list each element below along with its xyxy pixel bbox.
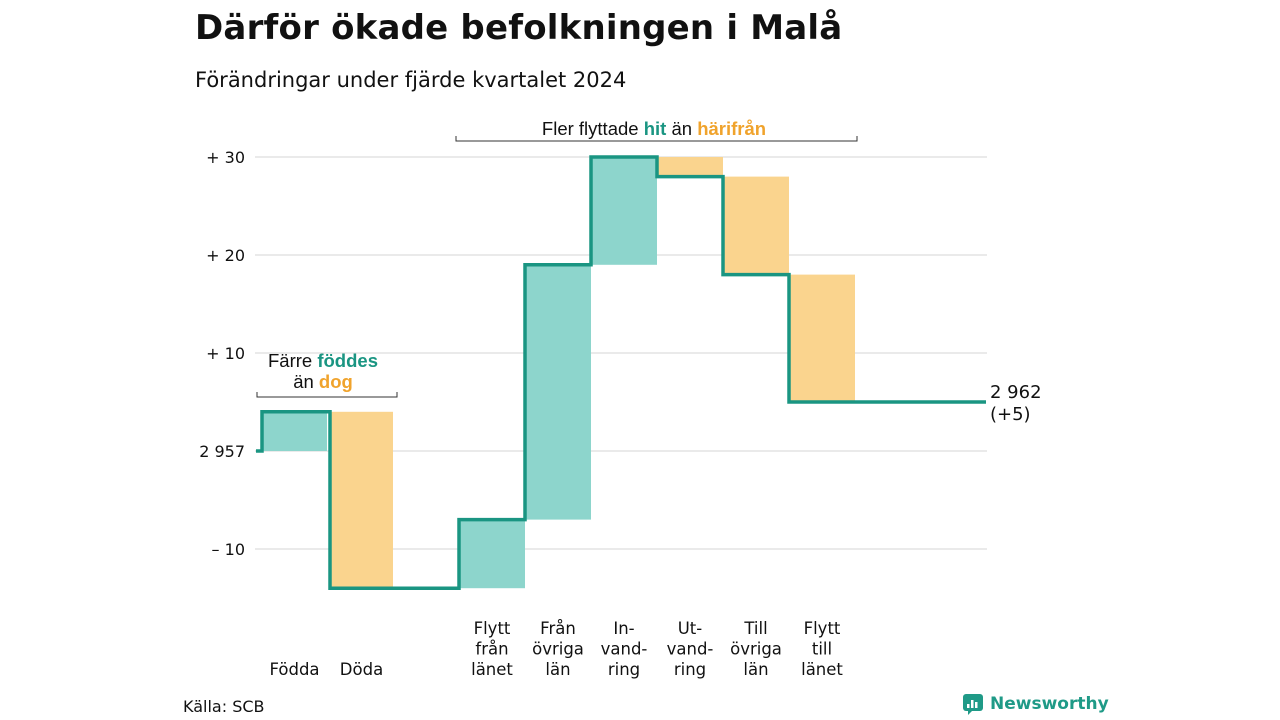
category-label: ring <box>608 660 640 679</box>
y-tick-label: + 30 <box>206 148 245 167</box>
category-label: Ut- <box>678 619 703 638</box>
category-label: länet <box>801 660 843 679</box>
category-label: vand- <box>601 640 648 659</box>
category-label: övriga <box>532 640 584 659</box>
y-tick-label: + 20 <box>206 246 245 265</box>
final-value-label: (+5) <box>990 404 1031 425</box>
category-label: vand- <box>667 640 714 659</box>
category-label: Från <box>540 619 576 638</box>
category-label: Flytt <box>804 619 841 638</box>
category-label: från <box>475 640 508 659</box>
annotation-birth-line1: Färre föddes <box>268 350 378 371</box>
waterfall-bar <box>657 157 723 177</box>
annotation-birth-line2: än dog <box>293 371 353 392</box>
chart-title: Därför ökade befolkningen i Malå <box>195 8 843 48</box>
chart-subtitle: Förändringar under fjärde kvartalet 2024 <box>195 68 627 92</box>
category-label: Till <box>743 619 767 638</box>
newsworthy-logo-icon <box>963 694 983 715</box>
category-label: Flytt <box>474 619 511 638</box>
category-label: ring <box>674 660 706 679</box>
category-label: till <box>812 640 832 659</box>
waterfall-bar <box>723 176 789 275</box>
category-label: län <box>545 660 570 679</box>
waterfall-bar <box>789 274 855 402</box>
y-tick-label: 2 957 <box>199 442 245 461</box>
annotation-migration-line1: Fler flyttade hit än härifrån <box>542 118 766 139</box>
brand-name: Newsworthy <box>990 694 1109 714</box>
annotation-migration-bracket <box>455 136 858 142</box>
waterfall-bar <box>525 264 591 520</box>
y-tick-label: – 10 <box>212 540 245 559</box>
category-label: övriga <box>730 640 782 659</box>
category-label: Födda <box>269 660 319 679</box>
source-note: Källa: SCB <box>183 697 265 716</box>
y-tick-label: + 10 <box>206 344 245 363</box>
waterfall-bar <box>262 411 327 451</box>
brand-logo: Newsworthy <box>962 693 1109 715</box>
category-label: Döda <box>340 660 383 679</box>
waterfall-bar <box>591 157 657 265</box>
annotation-birth-bracket <box>256 392 398 398</box>
category-label: länet <box>471 660 513 679</box>
waterfall-bar <box>459 519 525 589</box>
category-label: län <box>743 660 768 679</box>
running-total-line <box>256 155 986 590</box>
waterfall-bar <box>330 411 393 589</box>
category-label: In- <box>613 619 634 638</box>
final-value-label: 2 962 <box>990 382 1042 403</box>
